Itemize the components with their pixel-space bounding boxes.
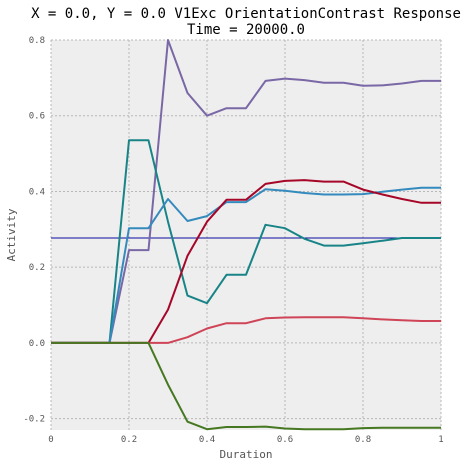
y-tick-label: 0.4: [29, 187, 45, 197]
x-tick-label: 0.4: [199, 435, 215, 445]
chart-title: X = 0.0, Y = 0.0 V1Exc OrientationContra…: [31, 6, 461, 22]
y-axis-label: Activity: [5, 208, 18, 261]
y-tick-label: 0.2: [29, 263, 45, 273]
y-tick-label: -0.2: [23, 415, 45, 425]
y-tick-label: 0.0: [29, 339, 45, 349]
chart-subtitle: Time = 20000.0: [187, 22, 305, 38]
x-tick-label: 0.2: [121, 435, 137, 445]
series-group: [51, 39, 441, 431]
x-tick-label: 0: [48, 435, 53, 445]
series-line-6: [51, 341, 441, 431]
series-line-1: [51, 39, 441, 344]
plot-area: [51, 40, 441, 430]
x-axis-ticks: 0 0.2 0.4 0.6 0.8 1: [48, 435, 443, 445]
y-tick-label: 0.8: [29, 36, 45, 46]
series-line-2: [51, 139, 441, 344]
y-axis-ticks: -0.2 0.0 0.2 0.4 0.6 0.8: [23, 36, 45, 425]
x-tick-label: 0.6: [277, 435, 293, 445]
x-tick-label: 0.8: [355, 435, 371, 445]
x-tick-label: 1: [438, 435, 443, 445]
x-axis-label: Duration: [220, 448, 273, 461]
y-tick-label: 0.6: [29, 112, 45, 122]
